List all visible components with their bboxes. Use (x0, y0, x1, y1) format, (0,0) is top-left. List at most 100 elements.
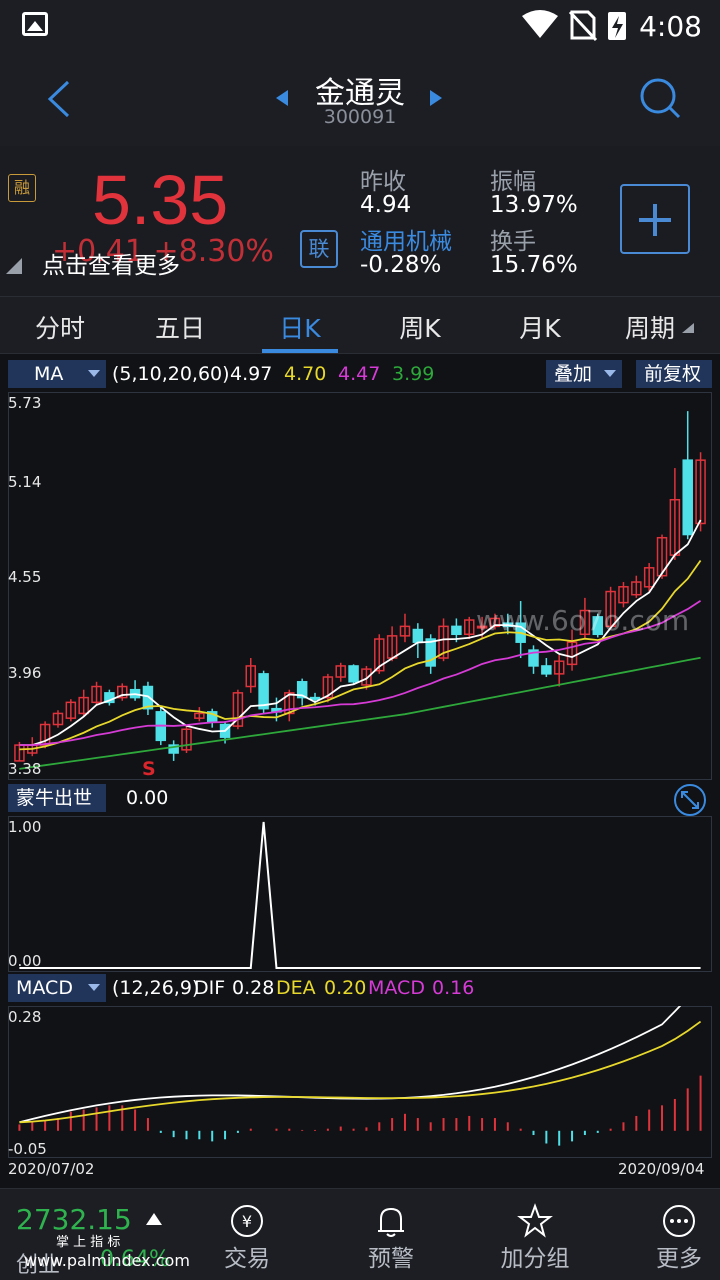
tab-period[interactable]: 周期 (624, 314, 675, 343)
indicator-value: 0.00 (126, 787, 169, 809)
period-tabs: 分时 五日 日K 周K 月K 周期 (0, 296, 720, 354)
watermark-line1: 掌 上 指 标 (56, 1235, 121, 1250)
candle-body (168, 744, 179, 754)
candle-body (181, 728, 192, 751)
overlay-label: 叠加 (554, 363, 593, 385)
linked-stock-badge[interactable]: 联 (300, 230, 338, 268)
period-dropdown-icon (682, 323, 694, 333)
candlestick-chart[interactable] (8, 392, 712, 780)
macd-selector-label: MACD (16, 977, 73, 999)
active-tab-indicator (262, 349, 338, 353)
ma5-line (19, 519, 702, 746)
candle-body (116, 685, 128, 699)
macd-value: 0.16 (432, 977, 475, 999)
indicator-chart (8, 816, 712, 972)
indicator-line (19, 821, 701, 969)
chevron-down-icon (604, 370, 616, 377)
view-more-link[interactable]: 点击查看更多 (42, 253, 180, 279)
watermark-line2: www.palmindex.com (24, 1251, 190, 1270)
candle-body (39, 723, 51, 746)
macd-chart (8, 1006, 712, 1158)
candle-body (425, 638, 436, 667)
dif-line (19, 1006, 682, 1124)
y-tick-label: 3.38 (8, 760, 42, 778)
ma-selector-label: MA (34, 363, 64, 385)
nav-alert[interactable]: 预警 (336, 1199, 446, 1273)
candle-body (78, 696, 89, 715)
fullscreen-icon[interactable] (672, 782, 708, 818)
macd-selector[interactable]: MACD (8, 974, 106, 1002)
chart-frame (8, 392, 712, 780)
candle-body (528, 649, 539, 667)
candle-body (631, 581, 642, 596)
nav-trade-label: 交易 (224, 1246, 270, 1272)
y-tick-label: 5.14 (8, 473, 42, 491)
expand-corner-icon[interactable] (6, 258, 22, 274)
sell-signal-marker: S (142, 758, 156, 780)
candle-body (541, 665, 552, 675)
y-tick-label: 3.96 (8, 664, 42, 682)
ma10-value: 4.70 (284, 363, 327, 385)
tab-monthly-k[interactable]: 月K (519, 314, 561, 343)
adjust-button[interactable]: 前复权 (636, 360, 712, 388)
ma60-line (19, 656, 701, 770)
candle-body (245, 665, 257, 688)
tab-weekly-k[interactable]: 周K (399, 314, 441, 343)
nav-trade[interactable]: ¥ 交易 (192, 1199, 302, 1273)
add-watchlist-button[interactable] (620, 184, 690, 254)
indicator-selector[interactable]: 蒙牛出世 (8, 784, 106, 812)
prev-close-value: 4.94 (360, 192, 412, 218)
next-stock-icon[interactable] (428, 88, 444, 108)
amplitude-value: 13.97% (490, 192, 578, 218)
indicator-ymin: 0.00 (8, 952, 42, 970)
turnover-value: 15.76% (490, 252, 578, 278)
prev-close-label: 昨收 (360, 169, 406, 195)
tab-daily-k[interactable]: 日K (279, 314, 321, 343)
candle-body (566, 641, 578, 666)
more-icon (663, 1205, 695, 1237)
index-name: 创业 (16, 1253, 61, 1278)
tab-intraday[interactable]: 分时 (34, 314, 85, 343)
nav-more[interactable]: 更多 (624, 1199, 720, 1273)
index-up-arrow-icon (146, 1213, 162, 1225)
nav-add-group[interactable]: 加分组 (480, 1199, 590, 1273)
dea-label: DEA (276, 977, 316, 999)
candle-body (232, 692, 244, 727)
search-icon[interactable] (638, 76, 682, 120)
stock-name: 金通灵 (315, 76, 405, 111)
candle-body (451, 625, 462, 636)
macd-params: (12,26,9) (112, 977, 200, 999)
clock: 4:08 (639, 10, 702, 43)
candle-body (682, 459, 693, 536)
quote-panel: 融 5.35 +0.41 +8.30% 点击查看更多 联 昨收 4.94 通用机… (0, 146, 720, 296)
candle-body (348, 665, 359, 683)
ma-selector[interactable]: MA (8, 360, 106, 388)
bell-icon (378, 1207, 404, 1237)
candle-body (194, 712, 205, 719)
candle-body (579, 609, 591, 636)
indicator-ymax: 1.00 (8, 818, 42, 836)
indicator-selector-label: 蒙牛出世 (16, 787, 93, 809)
prev-stock-icon[interactable] (274, 88, 290, 108)
candle-body (296, 681, 308, 699)
sector-change: -0.28% (360, 252, 442, 278)
index-value[interactable]: 2732.15 (16, 1203, 132, 1236)
nav-add-group-label: 加分组 (500, 1246, 570, 1272)
ma20-value: 4.47 (338, 363, 381, 385)
dif-value: 0.28 (232, 977, 275, 999)
macd-frame (8, 1006, 712, 1158)
candle-body (476, 625, 488, 629)
index-change: 0.64% (100, 1247, 170, 1272)
macd-ymin: -0.05 (8, 1140, 47, 1158)
candle-body (412, 628, 424, 643)
dif-label: DIF (194, 977, 226, 999)
nav-alert-label: 预警 (368, 1246, 414, 1272)
margin-trading-badge[interactable]: 融 (8, 174, 36, 202)
overlay-selector[interactable]: 叠加 (546, 360, 622, 388)
candle-body (142, 685, 154, 710)
tab-five-day[interactable]: 五日 (154, 314, 205, 343)
sector-link[interactable]: 通用机械 (360, 229, 452, 255)
candle-body (322, 676, 334, 699)
back-icon[interactable] (44, 78, 74, 120)
trade-icon: ¥ (231, 1205, 263, 1237)
